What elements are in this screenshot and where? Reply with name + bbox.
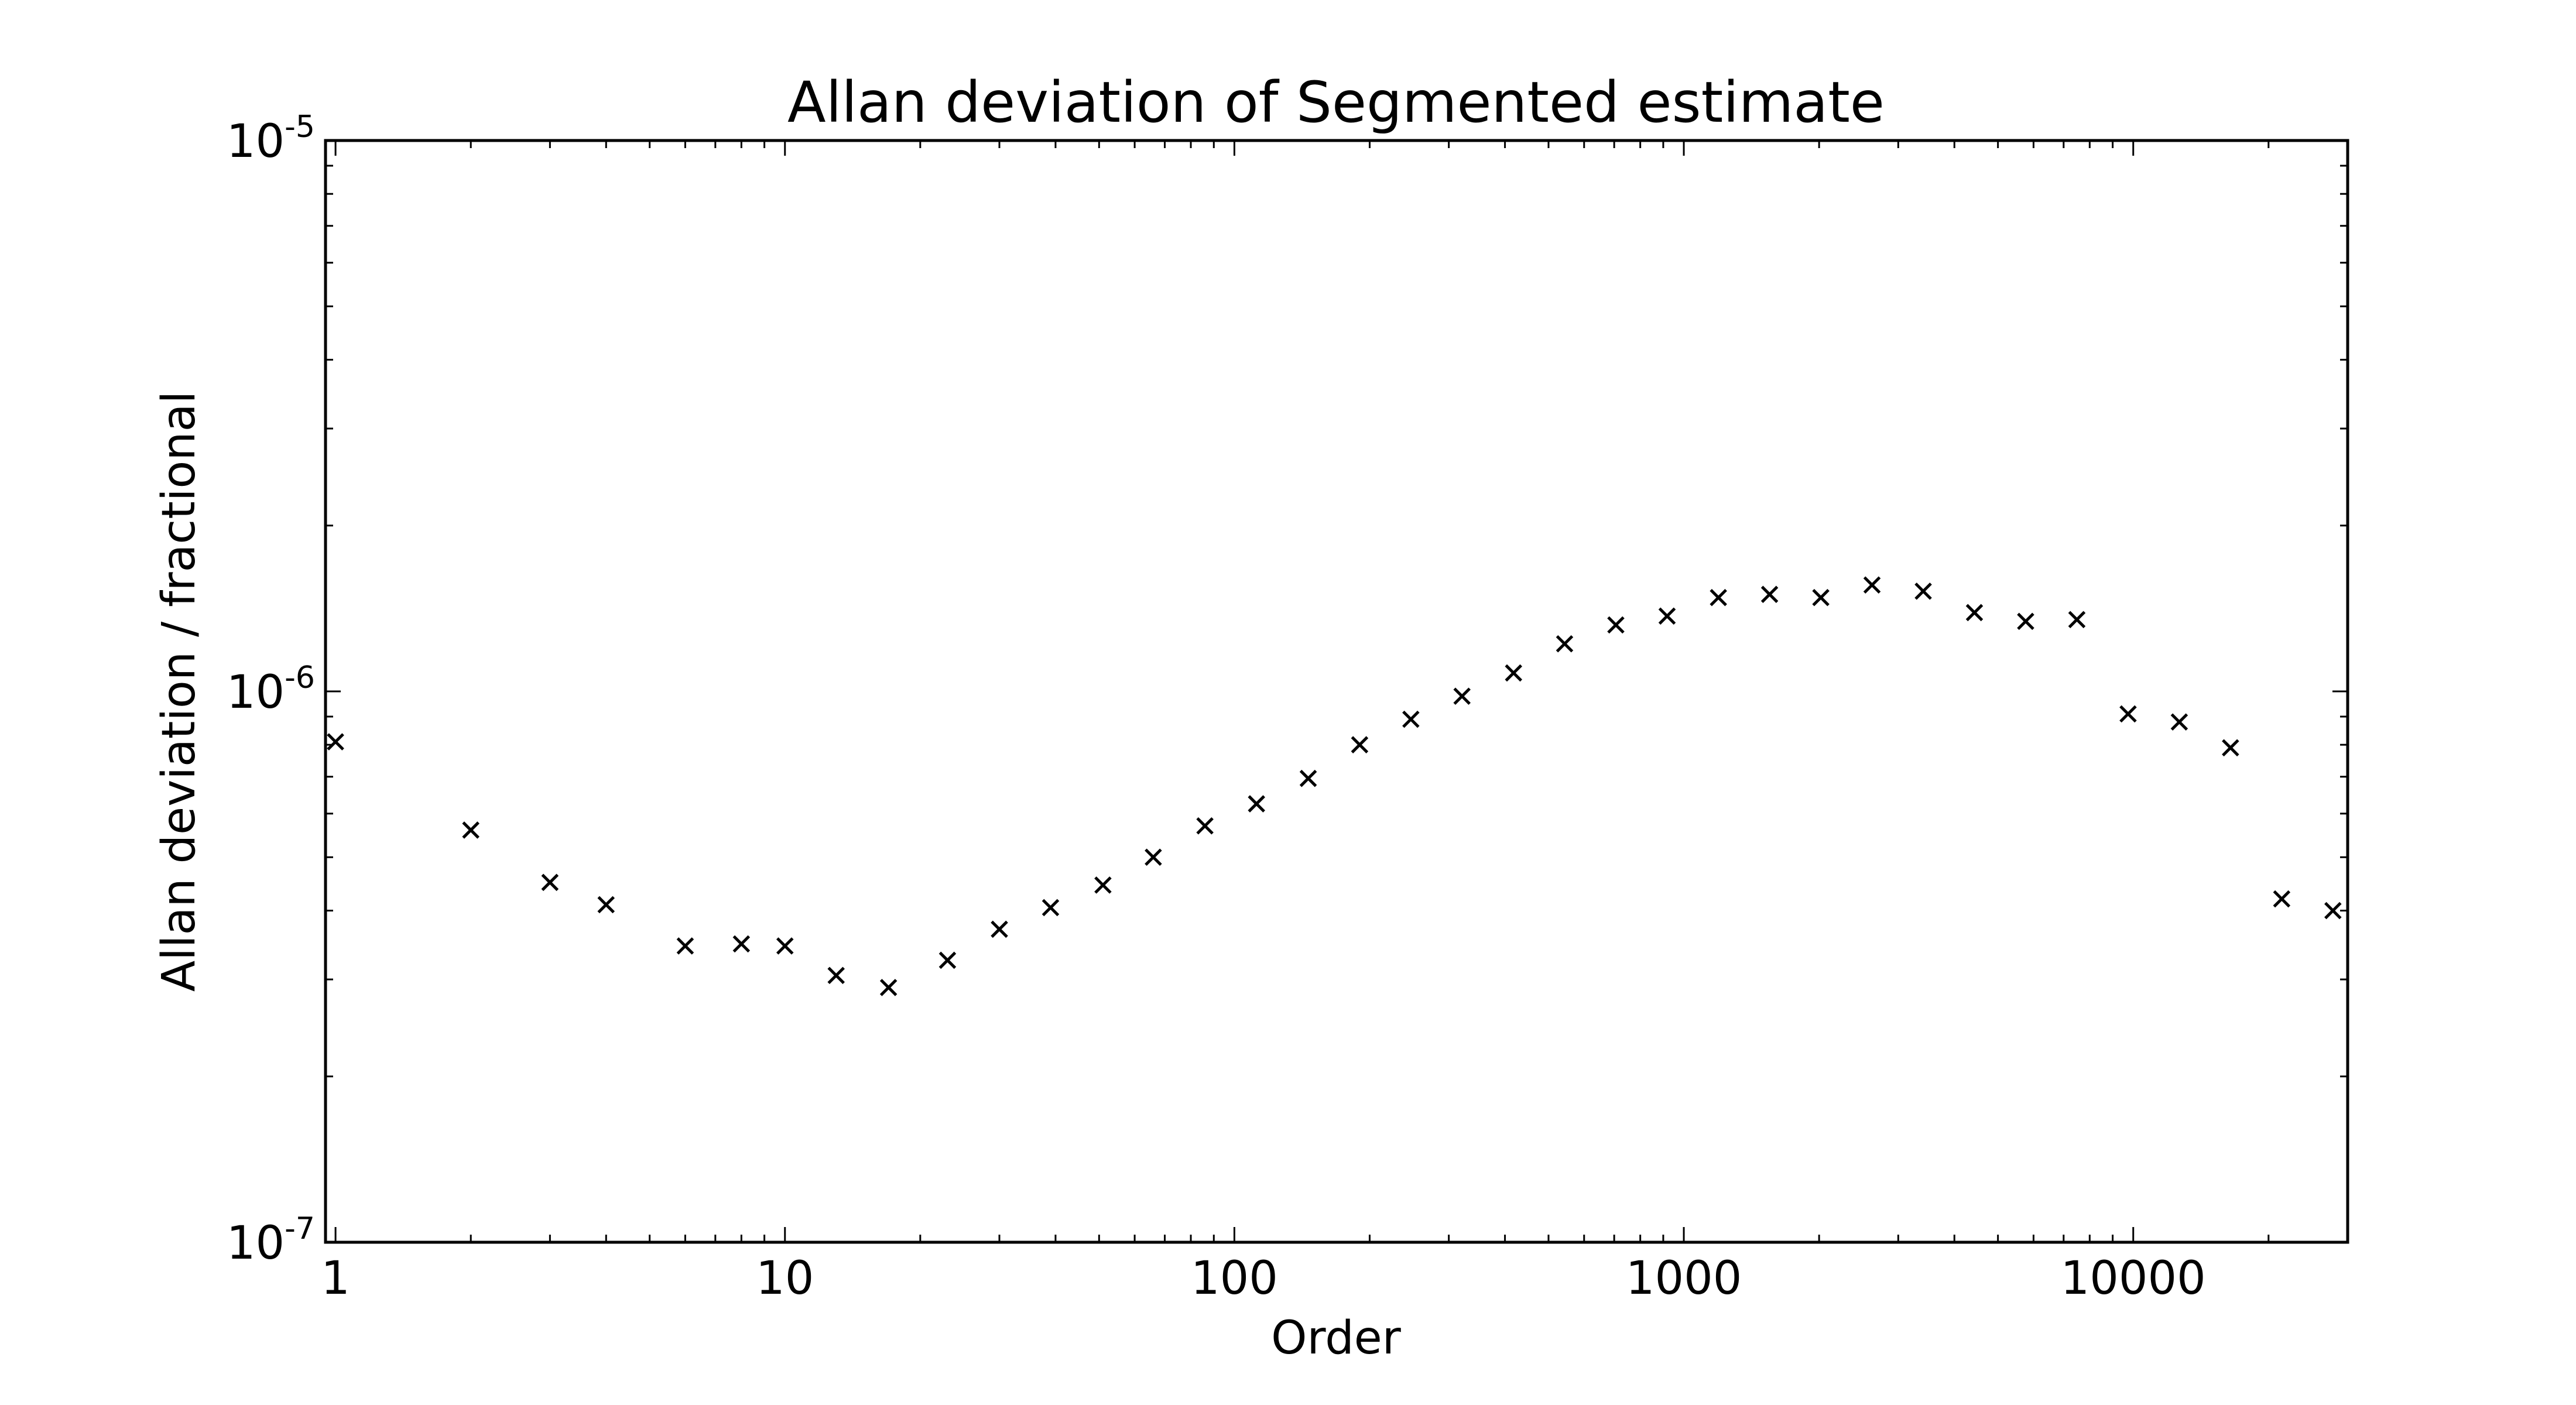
data-point-marker — [1965, 604, 1984, 622]
data-point-marker — [676, 937, 694, 955]
data-point-marker — [1145, 848, 1162, 866]
data-point-marker — [1042, 899, 1060, 917]
data-point-marker — [2068, 611, 2086, 629]
x-axis-label: Order — [1271, 1312, 1402, 1365]
marker-stroke — [2068, 611, 2086, 629]
data-point-marker — [2017, 612, 2034, 630]
data-point-marker — [2119, 705, 2137, 723]
axis-ticks — [326, 139, 2349, 1243]
data-point-marker — [2170, 713, 2188, 731]
data-point-marker — [1658, 607, 1676, 625]
marker-stroke — [541, 873, 559, 892]
marker-stroke — [1453, 687, 1471, 705]
marker-stroke — [676, 937, 694, 955]
data-point-marker — [1710, 589, 1727, 606]
marker-stroke — [1658, 607, 1676, 625]
marker-stroke — [776, 937, 794, 955]
marker-stroke — [1812, 589, 1830, 606]
marker-stroke — [1760, 585, 1779, 604]
data-point-marker — [2273, 890, 2291, 908]
data-point-marker — [827, 967, 845, 985]
data-point-marker — [1094, 876, 1112, 894]
data-point-marker — [991, 920, 1008, 938]
data-point-marker — [938, 951, 957, 969]
marker-stroke — [1505, 664, 1523, 682]
marker-stroke — [2222, 739, 2239, 757]
data-point-marker — [541, 873, 559, 892]
data-point-marker — [597, 896, 615, 914]
y-axis-label: Allan deviation / fractional — [153, 391, 205, 992]
data-point-marker — [1760, 585, 1779, 604]
marker-stroke — [1248, 795, 1265, 813]
marker-stroke — [1042, 899, 1060, 917]
y-axis-tick-labels: 10-710-610-5 — [227, 109, 315, 1270]
data-point-marker — [1607, 616, 1625, 634]
y-tick-label: 10-6 — [227, 660, 315, 719]
data-point-marker — [1863, 576, 1881, 594]
marker-stroke — [2273, 890, 2291, 908]
data-point-marker — [879, 979, 898, 996]
x-axis-tick-labels: 1 10 100 1000 10000 — [321, 1252, 2206, 1305]
data-point-marker — [1812, 589, 1830, 606]
marker-stroke — [2170, 713, 2188, 731]
chart-title: Allan deviation of Segmented estimate — [787, 70, 1885, 135]
x-tick-label: 1000 — [1626, 1252, 1742, 1305]
data-markers — [327, 576, 2342, 996]
data-point-marker — [1505, 664, 1523, 682]
data-point-marker — [1453, 687, 1471, 705]
x-tick-label: 10000 — [2061, 1252, 2206, 1305]
marker-stroke — [1556, 635, 1574, 653]
marker-stroke — [597, 896, 615, 914]
marker-stroke — [732, 935, 751, 953]
y-tick-label-base: 10 — [227, 1217, 285, 1270]
marker-stroke — [1914, 582, 1932, 600]
data-point-marker — [732, 935, 751, 953]
y-tick-label-exponent: -5 — [285, 109, 315, 145]
y-tick-label: 10-7 — [227, 1211, 315, 1270]
marker-stroke — [1351, 736, 1369, 753]
data-point-marker — [1914, 582, 1932, 600]
marker-stroke — [1145, 848, 1162, 866]
x-tick-label: 10 — [756, 1252, 814, 1305]
data-point-marker — [1556, 635, 1574, 653]
data-point-marker — [1196, 817, 1214, 835]
marker-stroke — [991, 920, 1008, 938]
marker-stroke — [827, 967, 845, 985]
marker-stroke — [462, 821, 479, 839]
data-point-marker — [327, 733, 344, 751]
data-point-marker — [1248, 795, 1265, 813]
y-tick-label-base: 10 — [227, 115, 285, 168]
data-point-marker — [1402, 710, 1420, 728]
data-point-marker — [2324, 902, 2342, 920]
marker-stroke — [2017, 612, 2034, 630]
marker-stroke — [1607, 616, 1625, 634]
marker-stroke — [2324, 902, 2342, 920]
data-point-marker — [1299, 769, 1317, 787]
marker-stroke — [879, 979, 898, 996]
y-tick-label-exponent: -6 — [285, 660, 315, 695]
marker-stroke — [1094, 876, 1112, 894]
y-tick-label: 10-5 — [227, 109, 315, 168]
data-point-marker — [1351, 736, 1369, 753]
marker-stroke — [1299, 769, 1317, 787]
marker-stroke — [1710, 589, 1727, 606]
data-point-marker — [2222, 739, 2239, 757]
data-point-marker — [462, 821, 479, 839]
plot-area — [324, 139, 2349, 1244]
y-tick-label-exponent: -7 — [285, 1211, 315, 1246]
x-tick-label: 1 — [321, 1252, 350, 1305]
marker-stroke — [1402, 710, 1420, 728]
marker-stroke — [327, 733, 344, 751]
data-point-marker — [776, 937, 794, 955]
marker-stroke — [1863, 576, 1881, 594]
x-tick-label: 100 — [1191, 1252, 1278, 1305]
marker-stroke — [1965, 604, 1984, 622]
y-tick-label-base: 10 — [227, 666, 285, 719]
marker-stroke — [938, 951, 957, 969]
marker-stroke — [1196, 817, 1214, 835]
marker-stroke — [2119, 705, 2137, 723]
